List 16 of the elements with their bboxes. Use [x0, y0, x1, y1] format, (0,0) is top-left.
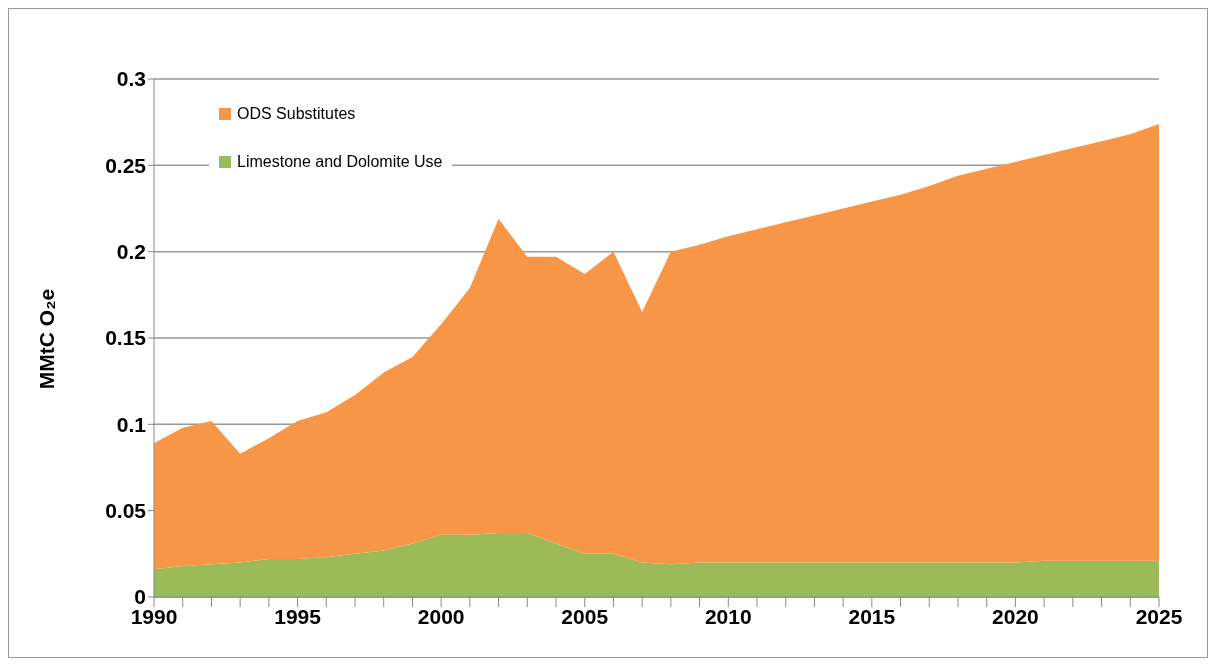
legend-label: Limestone and Dolomite Use	[237, 153, 443, 171]
y-tick-label: 0.1	[116, 412, 147, 436]
x-tick-label: 2025	[1135, 604, 1183, 628]
legend-label: ODS Substitutes	[237, 105, 356, 123]
x-tick-label: 2020	[992, 604, 1039, 628]
y-tick-label: 0.15	[105, 326, 147, 350]
x-tick-label: 2015	[848, 604, 896, 628]
y-tick-label: 0.25	[105, 153, 147, 177]
x-tick-label: 1995	[274, 604, 322, 628]
y-tick-label: 0.2	[116, 240, 146, 264]
x-tick-label: 2010	[704, 604, 752, 628]
y-axis-title: MMtC O₂e	[35, 288, 58, 390]
y-tick-label: 0.05	[105, 499, 147, 523]
x-tick-label: 2005	[561, 604, 609, 628]
y-tick-label: 0.3	[116, 67, 146, 91]
x-tick-label: 2000	[417, 604, 465, 628]
